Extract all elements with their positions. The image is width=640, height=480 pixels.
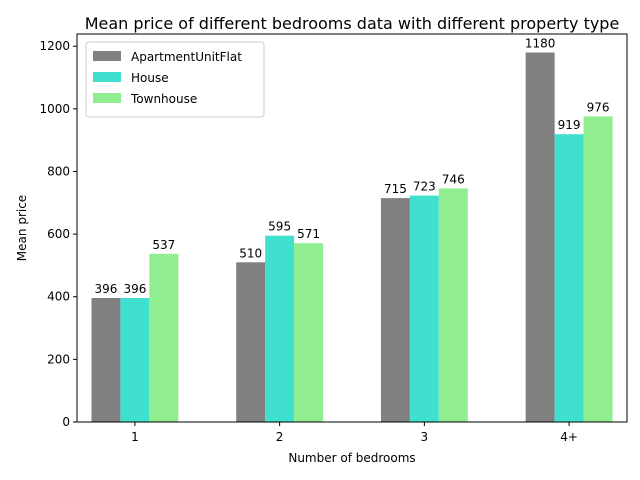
bar-value-label: 571 [297,227,320,241]
x-axis-label: Number of bedrooms [288,451,415,465]
bar-value-label: 976 [587,100,610,114]
bar [438,188,468,422]
bar [294,243,324,422]
legend-box [85,41,265,118]
legend-entry-label: House [131,71,169,85]
x-tick-label: 2 [276,430,284,444]
bar-value-label: 396 [94,282,117,296]
legend-swatch [93,93,121,103]
bar [265,235,295,422]
bar-value-label: 396 [123,282,146,296]
bar [583,116,613,422]
legend-entry-label: ApartmentUnitFlat [131,50,242,64]
y-tick-label: 600 [47,227,70,241]
legend-entry-label: Townhouse [130,92,197,106]
plot-frame [76,33,628,423]
chart-title: Mean price of different bedrooms data wi… [85,14,620,33]
bar [149,253,179,422]
bar [236,262,266,422]
y-tick-label: 800 [47,164,70,178]
y-tick-label: 400 [47,290,70,304]
legend-swatch [93,51,121,61]
bar [554,134,584,423]
y-axis-label: Mean price [15,195,29,261]
x-tick-label: 4+ [560,430,578,444]
bar [91,297,121,422]
y-tick-label: 1000 [39,102,70,116]
bar-value-label: 715 [384,182,407,196]
bar-value-label: 746 [442,172,465,186]
bar [120,297,150,422]
plot-area: 0 200 400 600 800 1000 1200 1 396 396 537 2 510 595 57… [39,36,613,444]
x-tick-label: 1 [131,430,139,444]
bar-value-label: 510 [239,246,262,260]
bar-value-label: 723 [413,180,436,194]
y-tick-label: 1200 [39,39,70,53]
bar-value-label: 919 [558,118,581,132]
legend: ApartmentUnitFlat House Townhouse [85,41,265,118]
bar [525,52,555,422]
bar [380,198,410,422]
legend-swatch [93,72,121,82]
bar-value-label: 1180 [525,36,556,50]
y-tick-label: 0 [62,415,70,429]
x-tick-label: 3 [421,430,429,444]
bar-value-label: 595 [268,220,291,234]
bar [409,195,439,422]
bar-value-label: 537 [152,238,175,252]
y-tick-label: 200 [47,352,70,366]
